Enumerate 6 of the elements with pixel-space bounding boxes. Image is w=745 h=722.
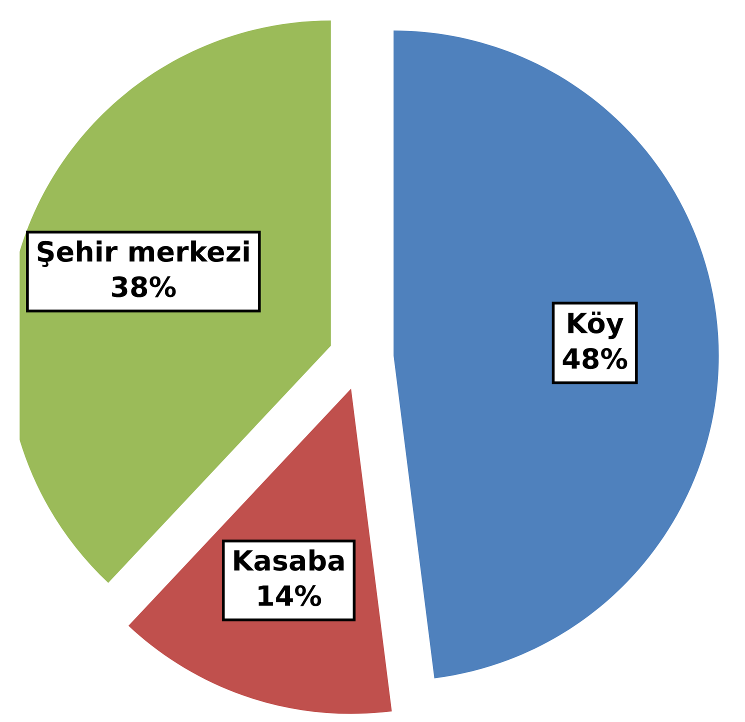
data-label: 48% — [562, 348, 628, 370]
slice-label: Kasaba — [234, 549, 344, 571]
data-label: 38% — [112, 276, 176, 298]
data-label: 14% — [258, 585, 322, 606]
slice-label: Köy — [568, 312, 624, 340]
slice-label: Şehir merkezi — [38, 240, 249, 267]
